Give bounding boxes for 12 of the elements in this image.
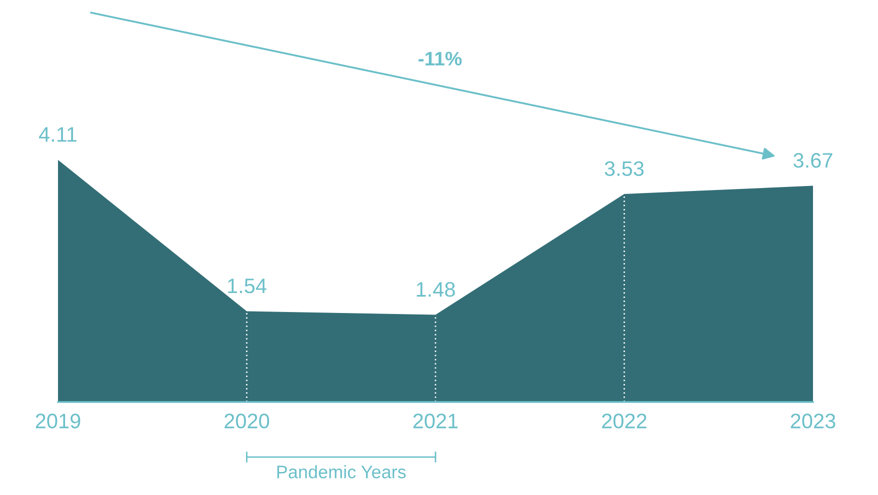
data-label: 3.53 — [604, 161, 644, 176]
data-label: 1.54 — [228, 278, 266, 294]
text: -11% — [418, 52, 462, 66]
text: Pandemic Years — [277, 465, 406, 478]
x-tick-label: 2019 — [36, 414, 80, 428]
data-label: 3.67 — [794, 153, 832, 168]
x-tick-label: 2023 — [790, 414, 836, 428]
data-label: 1.48 — [416, 282, 455, 297]
data-label: 4.11 — [38, 127, 76, 142]
x-tick-label: 2021 — [413, 414, 458, 428]
x-tick-label: 2020 — [224, 414, 270, 428]
x-tick-label: 2022 — [602, 414, 646, 428]
